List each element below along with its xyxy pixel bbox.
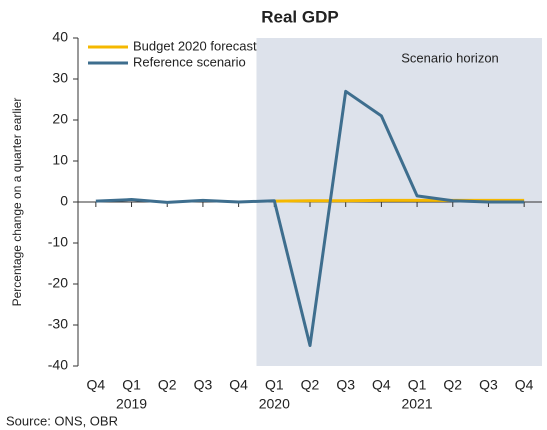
- source: Source: ONS, OBR: [6, 413, 118, 428]
- y-tick-label: -20: [48, 275, 68, 291]
- legend-label: Reference scenario: [133, 54, 246, 69]
- y-tick-label: 10: [52, 152, 68, 168]
- line-series: [95, 89, 525, 347]
- x-tick-label: Q1: [265, 377, 284, 393]
- y-tick-label: 40: [52, 29, 68, 45]
- y-axis-label: Percentage change on a quarter earlier: [10, 98, 24, 307]
- y-tick-label: -40: [48, 357, 68, 373]
- y-tick-label: 0: [60, 193, 68, 209]
- x-tick-label: Q3: [479, 377, 498, 393]
- chart-title: Real GDP: [261, 7, 338, 26]
- x-tick-label: Q2: [443, 377, 462, 393]
- legend-label: Budget 2020 forecast: [133, 38, 257, 53]
- x-tick-label: Q3: [194, 377, 213, 393]
- y-tick-label: 30: [52, 70, 68, 86]
- y-tick-label: -10: [48, 234, 68, 250]
- x-tick-label: Q2: [301, 377, 320, 393]
- x-tick-label: Q4: [515, 377, 534, 393]
- x-tick-label: Q1: [122, 377, 141, 393]
- x-tick-label: Q4: [229, 377, 248, 393]
- x-tick-label: Q3: [336, 377, 355, 393]
- year-label: 2019: [116, 396, 147, 412]
- annotation: Scenario horizon: [401, 50, 499, 65]
- y-tick-label: -30: [48, 316, 68, 332]
- x-tick-label: Q4: [87, 377, 106, 393]
- year-label: 2021: [401, 396, 432, 412]
- y-tick-label: 20: [52, 111, 68, 127]
- year-label: 2020: [259, 396, 290, 412]
- x-tick-label: Q2: [158, 377, 177, 393]
- x-tick-label: Q4: [372, 377, 391, 393]
- x-tick-label: Q1: [408, 377, 427, 393]
